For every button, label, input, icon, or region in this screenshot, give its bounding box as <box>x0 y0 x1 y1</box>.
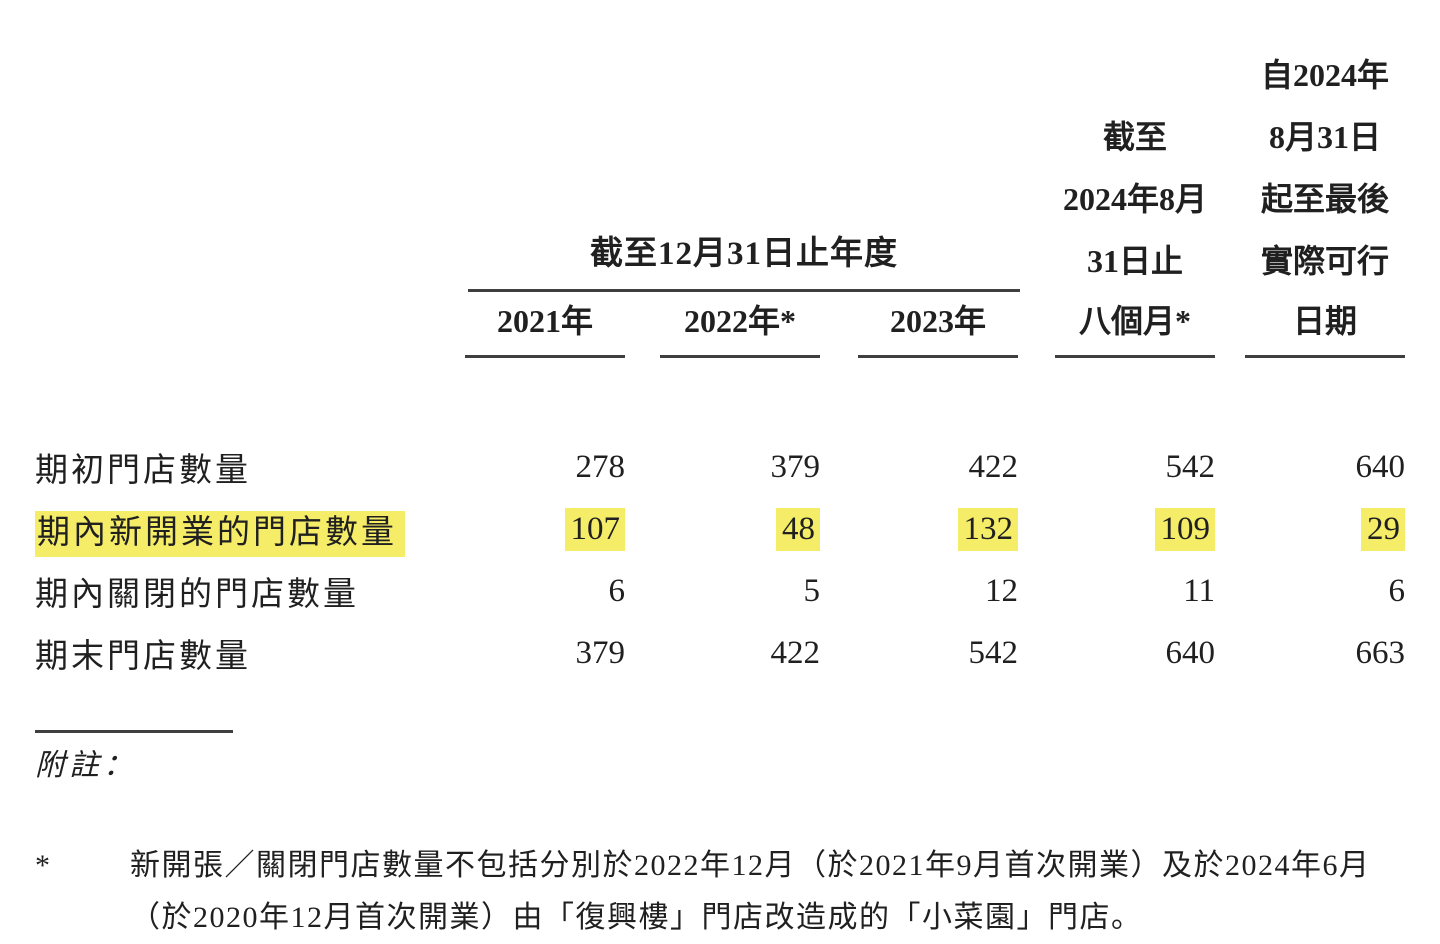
cell-value: 6 <box>608 572 626 609</box>
table-header-lower: 2021年 2022年* 2023年 八個月* 日期 <box>35 292 1406 358</box>
notes-heading: 附註： <box>35 749 137 782</box>
cell-value: 5 <box>803 572 821 609</box>
column-header-label: 2022年* <box>660 292 820 358</box>
header-eight-months: 截至 2024年8月 31日止 <box>1018 40 1215 292</box>
table-header-upper: 截至12月31日止年度 截至 2024年8月 31日止 自2024年 8月31日… <box>35 40 1405 292</box>
cell-value: 109 <box>1018 498 1216 560</box>
header-line: 起至最後 <box>1261 181 1390 217</box>
cell-value: 663 <box>1355 634 1406 671</box>
header-latest-practicable-date: 自2024年 8月31日 起至最後 實際可行 <box>1215 40 1405 292</box>
header-spacer <box>35 40 430 292</box>
cell-value: 542 <box>1165 448 1216 485</box>
footnote-divider-rule <box>35 730 233 733</box>
row-label: 期內關閉的門店數量 <box>35 577 359 613</box>
cell-value: 379 <box>770 448 821 485</box>
row-label: 期初門店數量 <box>35 453 251 489</box>
footnote-line: （於2020年12月首次開業）由「復興樓」門店改造成的「小菜園」門店。 <box>130 901 1143 934</box>
cell-value: 278 <box>575 448 626 485</box>
cell-value: 542 <box>968 634 1019 671</box>
group-header-label: 截至12月31日止年度 <box>590 236 898 272</box>
table-row-closing-stores: 期末門店數量 379 422 542 640 663 <box>35 622 1405 684</box>
header-2023: 2023年 <box>820 292 1019 358</box>
highlighted-value: 29 <box>1361 507 1406 551</box>
group-header-underline: 截至12月31日止年度 <box>468 223 1020 292</box>
column-header-label: 2021年 <box>465 292 625 358</box>
column-header-label: 日期 <box>1245 292 1406 358</box>
table-row-opening-stores: 期初門店數量 278 379 422 542 640 <box>35 436 1405 498</box>
header-line: 8月31日 <box>1269 119 1382 155</box>
header-line: 2024年8月 <box>1063 181 1208 217</box>
footnote: * 新開張／關閉門店數量不包括分別於2022年12月（於2021年9月首次開業）… <box>35 840 1413 944</box>
cell-value: 12 <box>985 572 1019 609</box>
footnote-text: 新開張／關閉門店數量不包括分別於2022年12月（於2021年9月首次開業）及於… <box>130 840 1413 944</box>
cell-value: 379 <box>575 634 626 671</box>
header-spacer <box>35 292 430 358</box>
store-count-table: 截至12月31日止年度 截至 2024年8月 31日止 自2024年 8月31日… <box>35 40 1406 684</box>
header-2021: 2021年 <box>430 292 625 358</box>
column-header-label: 2023年 <box>858 292 1019 358</box>
header-line: 截至 <box>1103 119 1168 155</box>
cell-value: 29 <box>1215 498 1406 560</box>
table-row-new-stores-highlighted: 期內新開業的門店數量 107 48 132 109 29 <box>35 498 1406 560</box>
cell-value: 422 <box>968 448 1019 485</box>
highlighted-value: 132 <box>957 507 1019 551</box>
header-eight-months-last: 八個月* <box>1018 292 1216 358</box>
row-label: 期內新開業的門店數量 <box>35 498 430 560</box>
highlighted-value: 109 <box>1154 507 1216 551</box>
highlighted-value: 107 <box>564 507 625 551</box>
header-date-last: 日期 <box>1215 292 1406 358</box>
cell-value: 11 <box>1183 572 1216 609</box>
cell-value: 48 <box>625 498 820 560</box>
cell-value: 6 <box>1388 572 1406 609</box>
cell-value: 640 <box>1355 448 1406 485</box>
highlighted-label: 期內新開業的門店數量 <box>35 511 405 557</box>
header-line: 自2024年 <box>1261 57 1390 93</box>
cell-value: 422 <box>770 634 821 671</box>
footnote-line: 新開張／關閉門店數量不包括分別於2022年12月（於2021年9月首次開業）及於… <box>130 849 1371 882</box>
header-line: 實際可行 <box>1261 243 1390 279</box>
cell-value: 640 <box>1165 634 1216 671</box>
header-body-gap <box>35 358 1405 436</box>
column-header-label: 八個月* <box>1055 292 1216 358</box>
header-line: 31日止 <box>1087 243 1184 279</box>
table-row-closed-stores: 期內關閉的門店數量 6 5 12 11 6 <box>35 560 1405 622</box>
header-2022: 2022年* <box>625 292 820 358</box>
footnote-asterisk-marker: * <box>35 849 50 882</box>
row-label: 期末門店數量 <box>35 639 251 675</box>
header-group-year-ended: 截至12月31日止年度 <box>430 40 1020 292</box>
highlighted-value: 48 <box>776 507 820 551</box>
cell-value: 107 <box>430 498 625 560</box>
cell-value: 132 <box>820 498 1019 560</box>
